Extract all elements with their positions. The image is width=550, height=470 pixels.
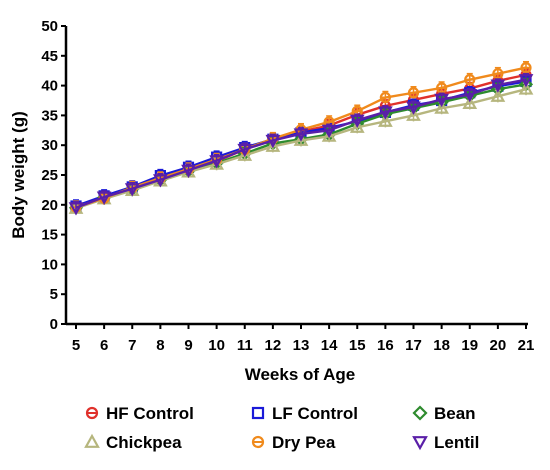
legend: HF Control LF Control Bean Chickpea Dry Pea L… <box>84 404 479 452</box>
x-tick-label: 21 <box>518 337 535 354</box>
legend-marker <box>412 436 428 451</box>
legend-label: HF Control <box>106 404 194 423</box>
data-point <box>492 68 504 80</box>
data-point <box>406 107 421 121</box>
x-tick-label: 19 <box>461 337 478 354</box>
data-point <box>209 155 224 169</box>
legend-item: Chickpea <box>84 433 182 452</box>
y-tick-label: 40 <box>41 78 58 95</box>
data-point <box>379 91 391 104</box>
y-tick-label: 5 <box>50 286 58 303</box>
x-tick-label: 12 <box>265 337 282 354</box>
data-point <box>181 164 196 178</box>
data-point <box>406 101 421 115</box>
data-point <box>349 119 365 133</box>
data-point <box>321 128 337 142</box>
y-tick-label: 25 <box>41 167 58 184</box>
series-line <box>75 88 527 210</box>
x-tick-label: 10 <box>208 337 225 354</box>
data-point <box>293 128 309 142</box>
x-tick-label: 18 <box>433 337 450 354</box>
legend-marker <box>412 405 428 421</box>
y-tick-label: 10 <box>41 256 58 273</box>
data-point <box>490 88 506 102</box>
x-tick-label: 17 <box>405 337 422 354</box>
legend-item: Lentil <box>412 433 479 452</box>
x-tick-label: 6 <box>100 337 108 354</box>
data-point <box>237 143 253 158</box>
legend-label: Bean <box>434 404 476 423</box>
data-point <box>349 114 365 128</box>
data-point <box>293 132 309 146</box>
data-point <box>490 79 506 93</box>
y-tick-label: 30 <box>41 137 58 154</box>
data-point <box>265 134 281 149</box>
x-tick-label: 13 <box>293 337 310 354</box>
legend-item: HF Control <box>85 404 194 423</box>
x-tick-label: 11 <box>237 337 253 354</box>
x-tick-label: 16 <box>377 337 394 354</box>
legend-marker <box>85 406 99 420</box>
data-point <box>378 113 393 127</box>
y-tick-label: 20 <box>41 197 58 214</box>
y-tick-label: 15 <box>41 227 58 244</box>
y-tick-label: 35 <box>41 107 58 124</box>
legend-item: Bean <box>412 404 476 423</box>
data-point <box>434 100 449 114</box>
data-point <box>378 106 393 120</box>
legend-label: Chickpea <box>106 433 182 452</box>
y-axis-title: Body weight (g) <box>9 111 28 238</box>
data-point <box>464 74 476 86</box>
x-axis-title: Weeks of Age <box>245 365 356 384</box>
data-point <box>96 191 112 205</box>
legend-label: LF Control <box>272 404 358 423</box>
data-point <box>518 81 534 95</box>
x-tick-label: 9 <box>184 337 192 354</box>
y-tick-label: 0 <box>50 316 58 333</box>
legend-label: Lentil <box>434 433 479 452</box>
x-tick-label: 5 <box>72 337 80 354</box>
legend-label: Dry Pea <box>272 433 336 452</box>
series-layer <box>68 60 534 216</box>
data-point <box>462 89 478 103</box>
data-point <box>321 124 337 139</box>
y-tick-label: 45 <box>41 48 58 65</box>
data-point <box>237 147 253 161</box>
legend-item: LF Control <box>251 404 358 423</box>
x-tick-label: 15 <box>349 337 366 354</box>
data-point <box>153 174 168 188</box>
x-tick-label: 8 <box>156 337 164 354</box>
series-chickpea <box>68 81 534 215</box>
data-point <box>265 138 281 152</box>
y-tick-label: 50 <box>41 18 58 35</box>
x-tick-label: 20 <box>490 337 507 354</box>
data-point <box>124 183 140 197</box>
legend-marker <box>251 435 265 449</box>
series-lentil <box>68 72 534 216</box>
data-point <box>518 74 534 88</box>
x-tick-label: 7 <box>128 337 136 354</box>
legend-marker <box>251 406 265 420</box>
data-point <box>68 202 84 216</box>
data-point <box>520 62 532 74</box>
data-point <box>436 82 448 94</box>
legend-marker <box>84 433 100 448</box>
legend-item: Dry Pea <box>251 433 336 452</box>
data-point <box>434 93 449 108</box>
data-point <box>462 95 478 109</box>
x-tick-label: 14 <box>321 337 338 354</box>
data-point <box>407 87 420 99</box>
